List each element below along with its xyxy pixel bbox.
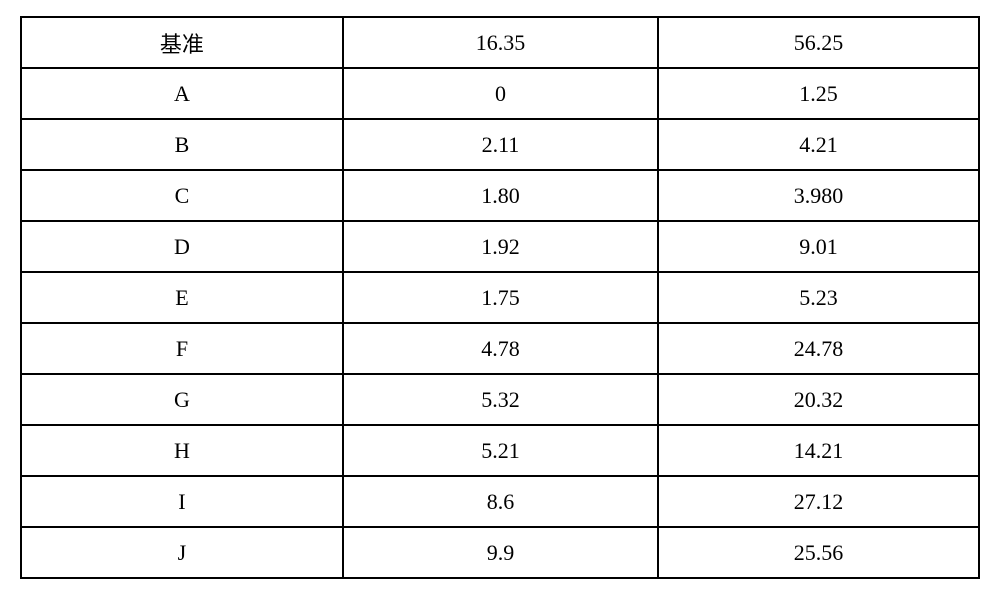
cell-value1: 2.11 [343, 119, 658, 170]
cell-value1: 16.35 [343, 17, 658, 68]
cell-label: C [21, 170, 343, 221]
cell-value1: 8.6 [343, 476, 658, 527]
cell-label: H [21, 425, 343, 476]
table-row: B 2.11 4.21 [21, 119, 979, 170]
cell-value2: 56.25 [658, 17, 979, 68]
cell-value1: 1.80 [343, 170, 658, 221]
cell-value1: 4.78 [343, 323, 658, 374]
table-row: J 9.9 25.56 [21, 527, 979, 578]
table-row: C 1.80 3.980 [21, 170, 979, 221]
cell-value1: 1.92 [343, 221, 658, 272]
cell-value2: 20.32 [658, 374, 979, 425]
cell-value2: 14.21 [658, 425, 979, 476]
table-row: E 1.75 5.23 [21, 272, 979, 323]
cell-label: 基准 [21, 17, 343, 68]
table-row: 基准 16.35 56.25 [21, 17, 979, 68]
cell-label: E [21, 272, 343, 323]
table-row: H 5.21 14.21 [21, 425, 979, 476]
cell-value1: 5.32 [343, 374, 658, 425]
cell-value1: 1.75 [343, 272, 658, 323]
data-table: 基准 16.35 56.25 A 0 1.25 B 2.11 4.21 C 1.… [20, 16, 980, 579]
cell-label: I [21, 476, 343, 527]
table-row: G 5.32 20.32 [21, 374, 979, 425]
cell-value2: 24.78 [658, 323, 979, 374]
cell-label: D [21, 221, 343, 272]
cell-value1: 9.9 [343, 527, 658, 578]
cell-value2: 25.56 [658, 527, 979, 578]
cell-value1: 0 [343, 68, 658, 119]
table-row: A 0 1.25 [21, 68, 979, 119]
table-row: I 8.6 27.12 [21, 476, 979, 527]
cell-label: B [21, 119, 343, 170]
cell-value1: 5.21 [343, 425, 658, 476]
cell-value2: 3.980 [658, 170, 979, 221]
cell-label: G [21, 374, 343, 425]
table-row: F 4.78 24.78 [21, 323, 979, 374]
cell-value2: 9.01 [658, 221, 979, 272]
cell-value2: 5.23 [658, 272, 979, 323]
cell-value2: 4.21 [658, 119, 979, 170]
cell-value2: 27.12 [658, 476, 979, 527]
table-row: D 1.92 9.01 [21, 221, 979, 272]
cell-value2: 1.25 [658, 68, 979, 119]
cell-label: A [21, 68, 343, 119]
cell-label: J [21, 527, 343, 578]
cell-label: F [21, 323, 343, 374]
